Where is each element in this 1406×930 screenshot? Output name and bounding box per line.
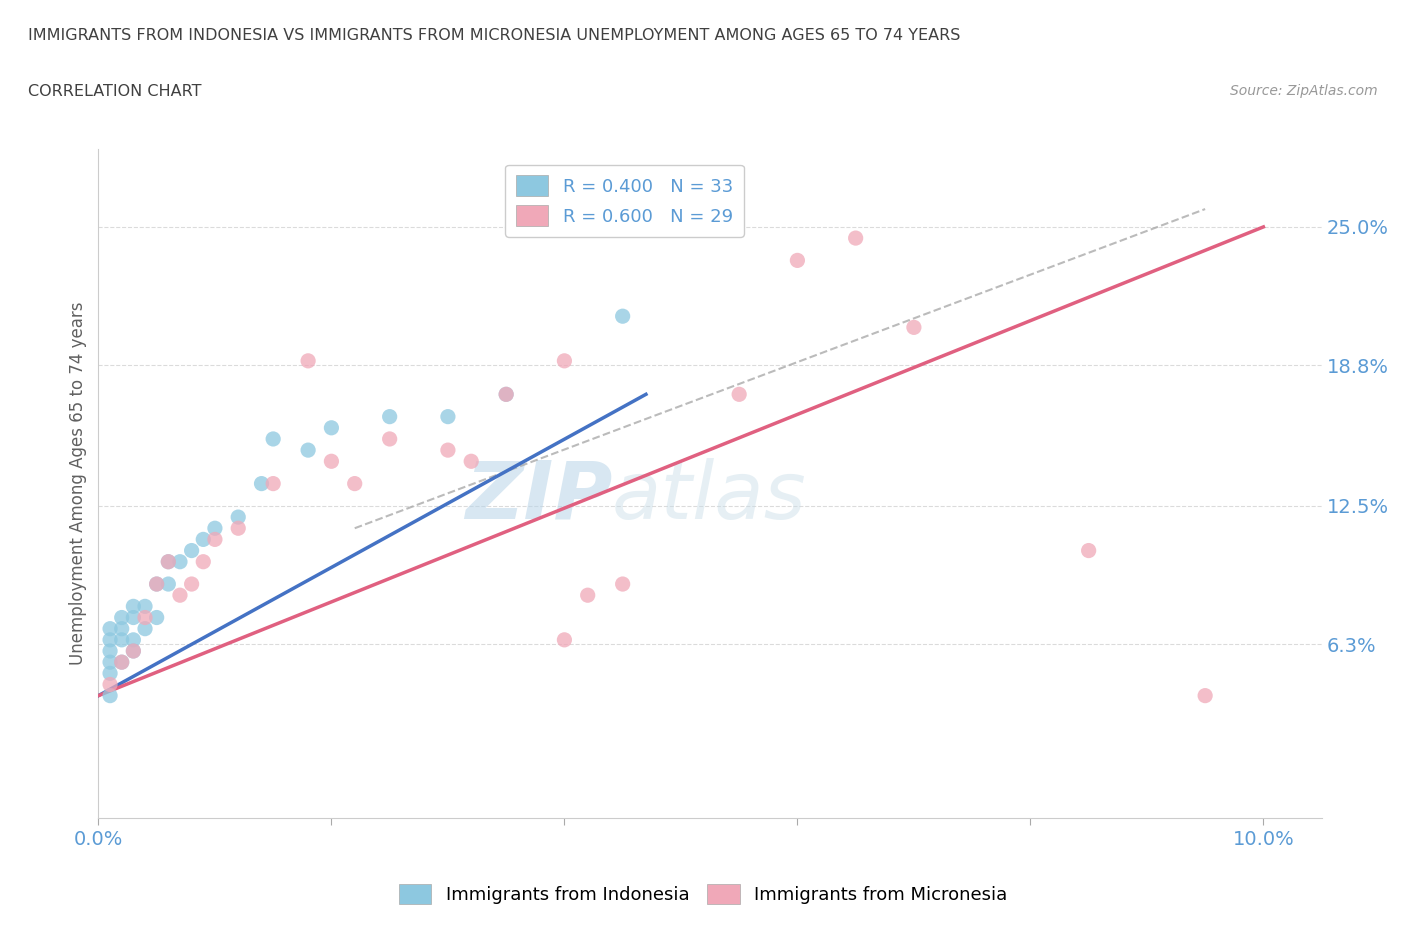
Point xyxy=(378,409,401,424)
Point xyxy=(122,610,145,625)
Point xyxy=(157,554,180,569)
Point xyxy=(111,621,134,636)
Point xyxy=(204,521,226,536)
Point xyxy=(111,655,134,670)
Point xyxy=(226,510,249,525)
Point xyxy=(321,420,343,435)
Point xyxy=(145,577,167,591)
Legend: R = 0.400   N = 33, R = 0.600   N = 29: R = 0.400 N = 33, R = 0.600 N = 29 xyxy=(505,165,744,237)
Point xyxy=(297,443,319,458)
Point xyxy=(437,409,460,424)
Point xyxy=(321,454,343,469)
Point xyxy=(437,443,460,458)
Point xyxy=(495,387,517,402)
Point xyxy=(226,521,249,536)
Point xyxy=(98,621,121,636)
Point xyxy=(845,231,868,246)
Point xyxy=(193,554,215,569)
Point xyxy=(98,655,121,670)
Point xyxy=(122,599,145,614)
Point xyxy=(262,432,284,446)
Point xyxy=(98,677,121,692)
Point xyxy=(250,476,273,491)
Point xyxy=(157,577,180,591)
Point xyxy=(134,610,156,625)
Point xyxy=(111,610,134,625)
Point xyxy=(612,577,634,591)
Point xyxy=(122,644,145,658)
Text: Source: ZipAtlas.com: Source: ZipAtlas.com xyxy=(1230,84,1378,98)
Point xyxy=(495,387,517,402)
Point xyxy=(1077,543,1099,558)
Point xyxy=(378,432,401,446)
Point xyxy=(180,577,202,591)
Text: CORRELATION CHART: CORRELATION CHART xyxy=(28,84,201,99)
Point xyxy=(903,320,925,335)
Point xyxy=(122,644,145,658)
Point xyxy=(98,632,121,647)
Point xyxy=(193,532,215,547)
Point xyxy=(180,543,202,558)
Point xyxy=(297,353,319,368)
Point xyxy=(111,655,134,670)
Point xyxy=(145,577,167,591)
Point xyxy=(460,454,482,469)
Point xyxy=(134,621,156,636)
Point xyxy=(134,599,156,614)
Point xyxy=(728,387,751,402)
Point xyxy=(1194,688,1216,703)
Point xyxy=(98,644,121,658)
Point xyxy=(576,588,599,603)
Text: IMMIGRANTS FROM INDONESIA VS IMMIGRANTS FROM MICRONESIA UNEMPLOYMENT AMONG AGES : IMMIGRANTS FROM INDONESIA VS IMMIGRANTS … xyxy=(28,28,960,43)
Point xyxy=(169,588,191,603)
Point xyxy=(122,632,145,647)
Point xyxy=(98,688,121,703)
Point xyxy=(98,666,121,681)
Point xyxy=(111,632,134,647)
Point xyxy=(343,476,366,491)
Point xyxy=(612,309,634,324)
Text: ZIP: ZIP xyxy=(465,458,612,536)
Point xyxy=(145,610,167,625)
Point xyxy=(553,632,575,647)
Point xyxy=(204,532,226,547)
Y-axis label: Unemployment Among Ages 65 to 74 years: Unemployment Among Ages 65 to 74 years xyxy=(69,302,87,665)
Point xyxy=(157,554,180,569)
Legend: Immigrants from Indonesia, Immigrants from Micronesia: Immigrants from Indonesia, Immigrants fr… xyxy=(391,876,1015,911)
Point xyxy=(169,554,191,569)
Text: atlas: atlas xyxy=(612,458,807,536)
Point xyxy=(262,476,284,491)
Point xyxy=(553,353,575,368)
Point xyxy=(786,253,808,268)
